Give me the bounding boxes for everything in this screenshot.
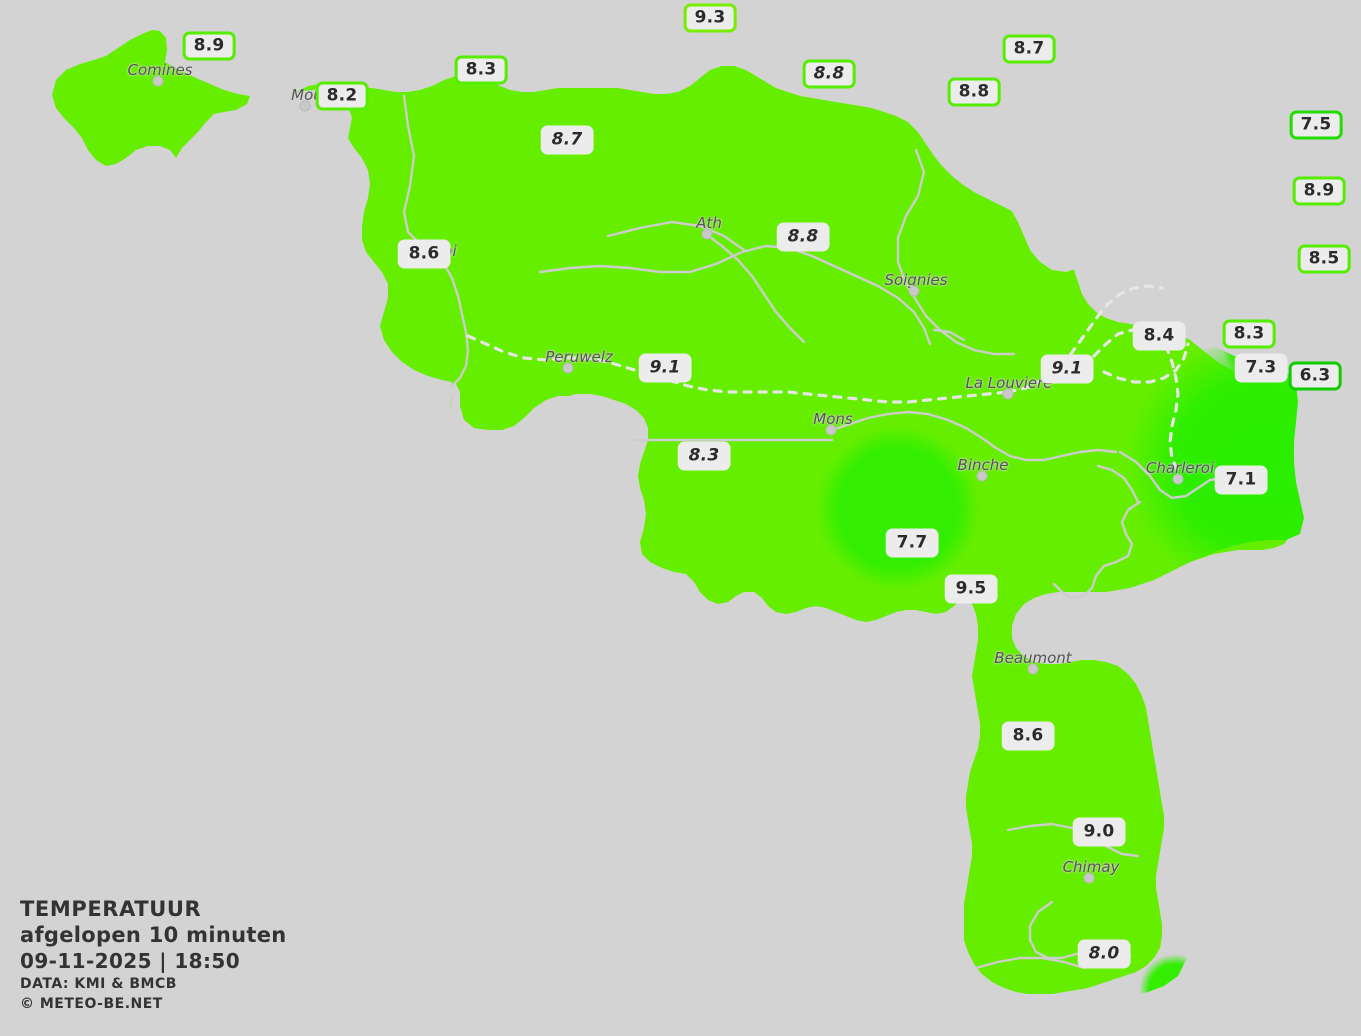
station-temperature-label: 7.1 (1214, 465, 1268, 495)
station-temperature-label: 8.8 (776, 222, 830, 252)
cool-blob-charleroi (1117, 343, 1304, 587)
city-dot-comines (152, 75, 164, 87)
station-temperature-label: 8.0 (1077, 939, 1131, 969)
station-temperature-label: 7.3 (1234, 353, 1288, 383)
city-dot-ath (701, 228, 713, 240)
station-temperature-label: 8.9 (1292, 176, 1346, 206)
station-temperature-label: 7.5 (1289, 110, 1343, 140)
station-temperature-label: 7.7 (885, 528, 939, 558)
city-dot-charleroi (1172, 473, 1184, 485)
station-temperature-label: 8.7 (1002, 34, 1056, 64)
caption-block: TEMPERATUUR afgelopen 10 minuten 09-11-2… (20, 897, 287, 1014)
station-temperature-label: 6.3 (1288, 361, 1342, 391)
station-temperature-label: 8.6 (397, 239, 451, 269)
city-dot-binche (976, 470, 988, 482)
station-temperature-label: 9.1 (1040, 354, 1094, 384)
caption-subtitle: afgelopen 10 minuten (20, 923, 287, 947)
city-dot-lalouviere (1002, 388, 1014, 400)
station-temperature-label: 8.7 (540, 125, 594, 155)
land-exclave-comines (52, 30, 250, 362)
station-temperature-label: 8.2 (315, 81, 369, 111)
station-temperature-label: 9.5 (944, 574, 998, 604)
station-temperature-label: 8.6 (1001, 721, 1055, 751)
station-temperature-label: 8.3 (677, 441, 731, 471)
caption-title: TEMPERATUUR (20, 897, 202, 921)
station-temperature-label: 9.3 (683, 3, 737, 33)
station-temperature-label: 8.8 (802, 59, 856, 89)
city-dot-mons (825, 424, 837, 436)
station-temperature-label: 8.8 (947, 77, 1001, 107)
station-temperature-label: 8.9 (182, 31, 236, 61)
city-dot-beaumont (1027, 663, 1039, 675)
city-dot-mouscron (299, 100, 311, 112)
station-temperature-label: 8.3 (1222, 319, 1276, 349)
city-dot-peruwelz (562, 362, 574, 374)
land-hainaut (296, 66, 1292, 1036)
station-temperature-label: 8.3 (454, 55, 508, 85)
caption-datetime: 09-11-2025 | 18:50 (20, 949, 241, 973)
station-temperature-label: 8.4 (1132, 321, 1186, 351)
station-temperature-label: 9.1 (638, 353, 692, 383)
station-temperature-label: 8.5 (1297, 244, 1351, 274)
caption-copyright: © METEO-BE.NET (20, 996, 163, 1012)
cool-blob-mons (816, 426, 980, 590)
station-temperature-label: 9.0 (1072, 817, 1126, 847)
caption-source: DATA: KMI & BMCB (20, 976, 177, 992)
city-dot-chimay (1083, 872, 1095, 884)
city-dot-soignies (908, 285, 920, 297)
